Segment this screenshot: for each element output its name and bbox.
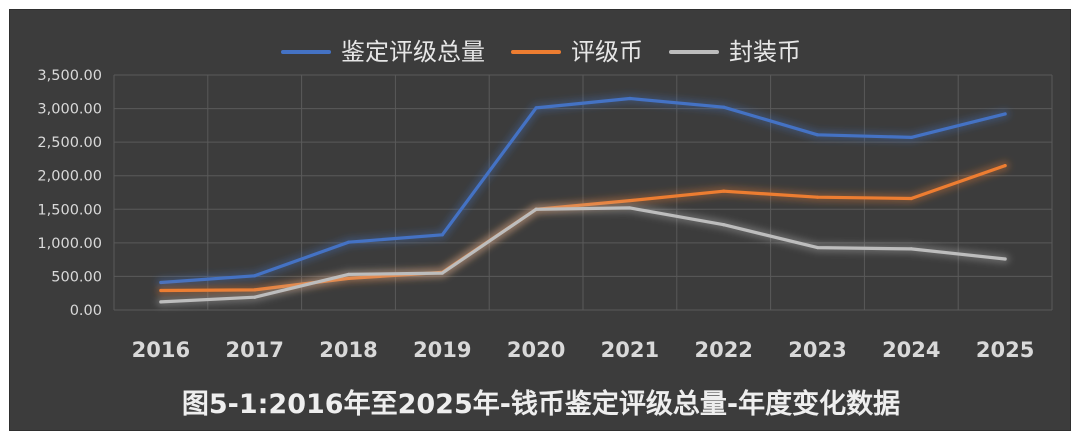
- data-point-2-1: [253, 295, 257, 299]
- data-point-2-4: [534, 207, 538, 211]
- x-tick-label: 2022: [694, 338, 752, 362]
- x-tick-label: 2020: [507, 338, 565, 362]
- data-point-2-0: [159, 300, 163, 304]
- data-point-0-2: [346, 240, 351, 244]
- data-point-2-5: [628, 206, 632, 210]
- legend-item-total: 鉴定评级总量: [281, 40, 485, 64]
- data-point-2-7: [815, 245, 820, 250]
- data-point-1-0: [159, 288, 163, 293]
- series-line-0: [159, 96, 1007, 285]
- legend-item-graded: 评级币: [511, 40, 643, 64]
- data-point-1-7: [815, 195, 820, 199]
- x-tick-label: 2017: [225, 338, 283, 362]
- data-point-0-0: [159, 280, 163, 285]
- data-point-0-9: [1003, 112, 1007, 116]
- data-point-1-8: [909, 196, 913, 201]
- y-tick-label: 3,000.00: [37, 102, 102, 118]
- legend-swatch-total: [281, 50, 331, 54]
- data-point-2-6: [722, 223, 726, 227]
- legend-label-graded: 评级币: [571, 38, 643, 66]
- data-point-0-4: [534, 106, 538, 110]
- x-tick-label: 2023: [788, 338, 846, 362]
- data-point-2-3: [440, 271, 444, 275]
- x-tick-label: 2021: [601, 338, 659, 362]
- data-point-2-9: [1003, 257, 1007, 261]
- y-tick-label: 0.00: [70, 303, 102, 319]
- x-tick-label: 2018: [319, 338, 377, 362]
- data-point-1-1: [253, 288, 257, 292]
- data-point-0-7: [815, 133, 820, 137]
- x-tick-label: 2024: [882, 338, 940, 362]
- series-layer: [156, 94, 1010, 307]
- x-tick-label: 2016: [132, 338, 190, 362]
- y-tick-label: 1,000.00: [37, 236, 102, 252]
- y-tick-label: 500.00: [51, 269, 102, 285]
- axes: 0.00 500.00 1,000.00 1,500.00 2,000.00 2,500.…: [37, 68, 1034, 362]
- data-point-1-9: [1003, 164, 1007, 168]
- chart-title: 图5-1:2016年至2025年-钱币鉴定评级总量-年度变化数据: [181, 389, 901, 420]
- data-point-0-1: [253, 274, 257, 278]
- legend: 鉴定评级总量 评级币 封装币: [10, 40, 1072, 64]
- data-point-1-6: [722, 189, 726, 193]
- data-point-0-3: [440, 233, 444, 237]
- gridlines: [113, 74, 1053, 311]
- legend-label-total: 鉴定评级总量: [341, 38, 485, 66]
- chart-frame: 0.00 500.00 1,000.00 1,500.00 2,000.00 2,500.…: [9, 9, 1071, 431]
- data-point-0-6: [722, 105, 726, 109]
- data-point-0-5: [628, 96, 632, 101]
- y-tick-label: 3,500.00: [37, 68, 102, 84]
- series-line-2: [159, 206, 1007, 304]
- line-chart: 0.00 500.00 1,000.00 1,500.00 2,000.00 2,500.…: [37, 68, 1053, 362]
- y-tick-label: 1,500.00: [37, 202, 102, 218]
- legend-item-slabbed: 封装币: [669, 40, 801, 64]
- legend-swatch-slabbed: [669, 50, 719, 54]
- y-tick-label: 2,500.00: [37, 135, 102, 151]
- legend-swatch-graded: [511, 50, 561, 54]
- data-point-2-8: [909, 247, 913, 251]
- data-point-2-2: [346, 272, 351, 277]
- x-tick-label: 2019: [413, 338, 471, 362]
- y-tick-label: 2,000.00: [37, 169, 102, 185]
- legend-label-slabbed: 封装币: [729, 38, 801, 66]
- x-tick-label: 2025: [976, 338, 1034, 362]
- data-point-1-5: [628, 198, 632, 203]
- data-point-0-8: [909, 135, 913, 140]
